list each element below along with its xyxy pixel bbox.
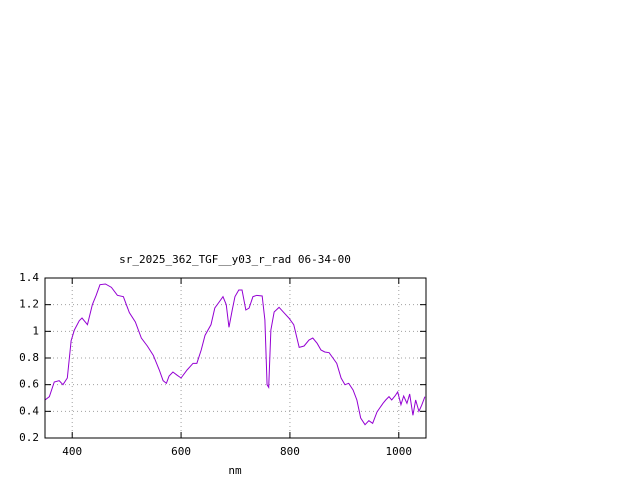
y-tick-label: 0.4: [19, 404, 39, 417]
x-tick-label: 800: [280, 445, 300, 458]
chart-title: sr_2025_362_TGF__y03_r_rad 06-34-00: [119, 253, 351, 266]
data-line: [44, 283, 426, 426]
y-tick-label: 1: [32, 324, 39, 337]
x-axis-label: nm: [228, 464, 242, 477]
y-tick-label: 0.6: [19, 378, 39, 391]
y-tick-label: 0.2: [19, 431, 39, 444]
y-tick-label: 1.4: [19, 271, 39, 284]
x-tick-label: 1000: [386, 445, 413, 458]
y-tick-label: 0.8: [19, 351, 39, 364]
plot-border: [44, 277, 427, 439]
x-tick-label: 600: [171, 445, 191, 458]
y-tick-label: 1.2: [19, 298, 39, 311]
x-tick-label: 400: [62, 445, 82, 458]
